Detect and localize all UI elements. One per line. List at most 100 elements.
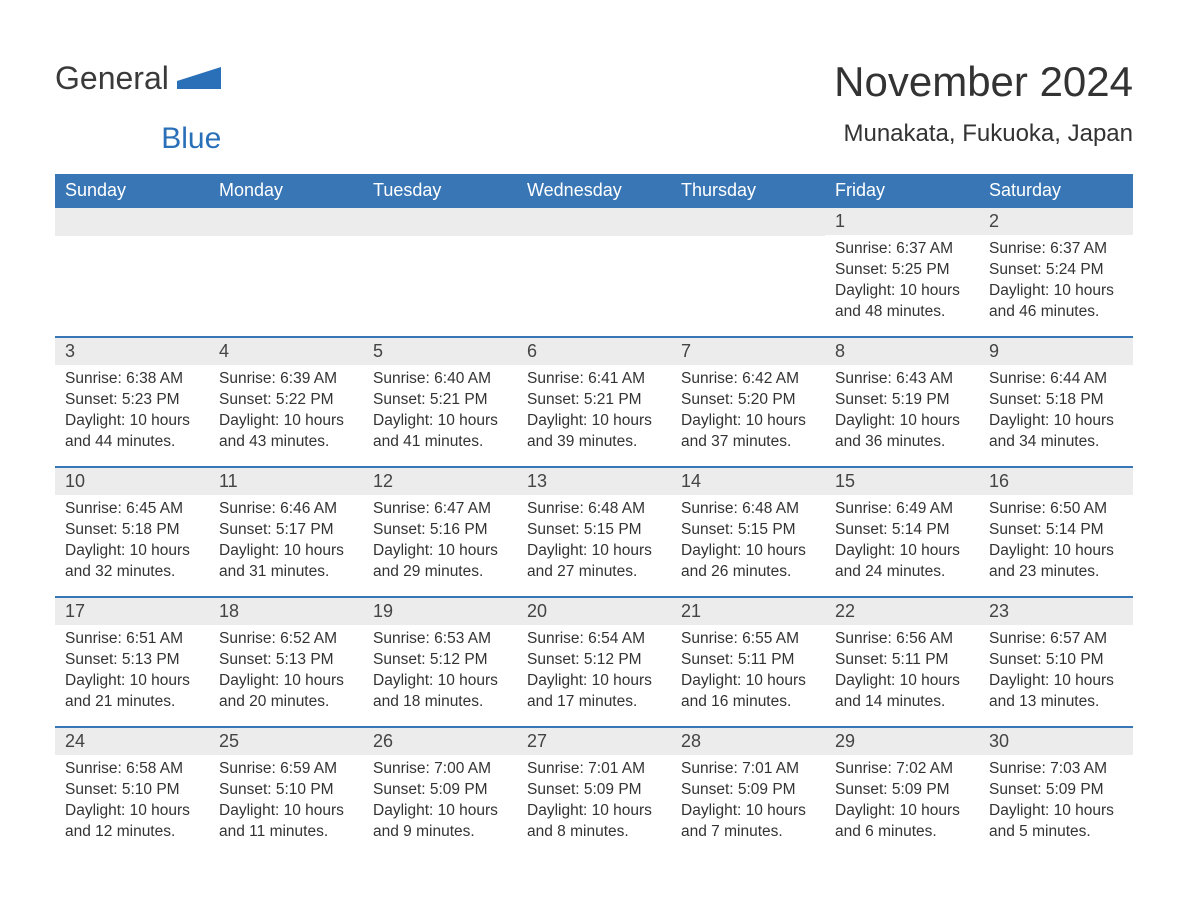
day-sunrise-text: Sunrise: 7:02 AM (835, 759, 969, 780)
day-daylight1-text: Daylight: 10 hours (219, 671, 353, 692)
day-body: Sunrise: 6:44 AMSunset: 5:18 PMDaylight:… (979, 365, 1133, 463)
day-body: Sunrise: 6:56 AMSunset: 5:11 PMDaylight:… (825, 625, 979, 723)
day-number: 11 (209, 468, 363, 495)
day-sunset-text: Sunset: 5:21 PM (373, 390, 507, 411)
day-cell: 16Sunrise: 6:50 AMSunset: 5:14 PMDayligh… (979, 468, 1133, 596)
day-cell: 12Sunrise: 6:47 AMSunset: 5:16 PMDayligh… (363, 468, 517, 596)
day-daylight2-text: and 14 minutes. (835, 692, 969, 713)
day-cell: 3Sunrise: 6:38 AMSunset: 5:23 PMDaylight… (55, 338, 209, 466)
day-number: . (671, 208, 825, 236)
day-body: Sunrise: 7:00 AMSunset: 5:09 PMDaylight:… (363, 755, 517, 853)
day-daylight1-text: Daylight: 10 hours (373, 541, 507, 562)
day-number: 2 (979, 208, 1133, 235)
day-daylight2-text: and 39 minutes. (527, 432, 661, 453)
day-daylight2-text: and 29 minutes. (373, 562, 507, 583)
day-number: 5 (363, 338, 517, 365)
day-sunrise-text: Sunrise: 6:56 AM (835, 629, 969, 650)
day-cell: 28Sunrise: 7:01 AMSunset: 5:09 PMDayligh… (671, 728, 825, 856)
day-number: . (55, 208, 209, 236)
day-daylight1-text: Daylight: 10 hours (681, 411, 815, 432)
day-number: 12 (363, 468, 517, 495)
day-sunrise-text: Sunrise: 6:50 AM (989, 499, 1123, 520)
day-body: Sunrise: 6:42 AMSunset: 5:20 PMDaylight:… (671, 365, 825, 463)
day-number: . (209, 208, 363, 236)
weekday-header: Monday (209, 174, 363, 208)
day-number: 19 (363, 598, 517, 625)
day-body: Sunrise: 6:51 AMSunset: 5:13 PMDaylight:… (55, 625, 209, 723)
day-daylight1-text: Daylight: 10 hours (373, 801, 507, 822)
day-daylight1-text: Daylight: 10 hours (681, 541, 815, 562)
day-sunrise-text: Sunrise: 6:41 AM (527, 369, 661, 390)
day-daylight1-text: Daylight: 10 hours (65, 541, 199, 562)
day-number: 18 (209, 598, 363, 625)
day-sunrise-text: Sunrise: 6:52 AM (219, 629, 353, 650)
day-daylight1-text: Daylight: 10 hours (681, 801, 815, 822)
day-body: Sunrise: 6:45 AMSunset: 5:18 PMDaylight:… (55, 495, 209, 593)
day-cell: 11Sunrise: 6:46 AMSunset: 5:17 PMDayligh… (209, 468, 363, 596)
day-daylight1-text: Daylight: 10 hours (373, 411, 507, 432)
day-daylight1-text: Daylight: 10 hours (527, 541, 661, 562)
day-sunrise-text: Sunrise: 6:48 AM (681, 499, 815, 520)
day-sunset-text: Sunset: 5:12 PM (527, 650, 661, 671)
logo-word-1: General (55, 60, 169, 96)
day-daylight2-text: and 44 minutes. (65, 432, 199, 453)
day-number: 15 (825, 468, 979, 495)
day-sunrise-text: Sunrise: 6:55 AM (681, 629, 815, 650)
day-sunrise-text: Sunrise: 7:03 AM (989, 759, 1123, 780)
weekday-header: Saturday (979, 174, 1133, 208)
day-daylight2-text: and 9 minutes. (373, 822, 507, 843)
day-sunrise-text: Sunrise: 7:00 AM (373, 759, 507, 780)
day-sunrise-text: Sunrise: 6:53 AM (373, 629, 507, 650)
day-daylight1-text: Daylight: 10 hours (65, 671, 199, 692)
location-subtitle: Munakata, Fukuoka, Japan (834, 120, 1133, 148)
day-sunset-text: Sunset: 5:11 PM (681, 650, 815, 671)
day-sunset-text: Sunset: 5:19 PM (835, 390, 969, 411)
day-body: Sunrise: 6:43 AMSunset: 5:19 PMDaylight:… (825, 365, 979, 463)
day-sunset-text: Sunset: 5:21 PM (527, 390, 661, 411)
day-daylight1-text: Daylight: 10 hours (681, 671, 815, 692)
day-daylight2-text: and 12 minutes. (65, 822, 199, 843)
day-sunset-text: Sunset: 5:09 PM (989, 780, 1123, 801)
day-daylight2-text: and 41 minutes. (373, 432, 507, 453)
day-cell: 15Sunrise: 6:49 AMSunset: 5:14 PMDayligh… (825, 468, 979, 596)
day-daylight2-text: and 20 minutes. (219, 692, 353, 713)
day-body: Sunrise: 6:39 AMSunset: 5:22 PMDaylight:… (209, 365, 363, 463)
day-daylight2-text: and 32 minutes. (65, 562, 199, 583)
day-sunrise-text: Sunrise: 6:37 AM (989, 239, 1123, 260)
day-cell: 4Sunrise: 6:39 AMSunset: 5:22 PMDaylight… (209, 338, 363, 466)
day-number: 9 (979, 338, 1133, 365)
day-sunset-text: Sunset: 5:20 PM (681, 390, 815, 411)
day-sunset-text: Sunset: 5:22 PM (219, 390, 353, 411)
day-body: Sunrise: 6:37 AMSunset: 5:25 PMDaylight:… (825, 235, 979, 333)
day-sunrise-text: Sunrise: 6:49 AM (835, 499, 969, 520)
day-number: 3 (55, 338, 209, 365)
day-sunset-text: Sunset: 5:13 PM (65, 650, 199, 671)
month-title: November 2024 (834, 58, 1133, 106)
day-sunrise-text: Sunrise: 6:44 AM (989, 369, 1123, 390)
day-sunrise-text: Sunrise: 6:54 AM (527, 629, 661, 650)
day-daylight1-text: Daylight: 10 hours (373, 671, 507, 692)
day-daylight2-text: and 5 minutes. (989, 822, 1123, 843)
day-daylight2-text: and 43 minutes. (219, 432, 353, 453)
day-sunset-text: Sunset: 5:10 PM (219, 780, 353, 801)
logo-word-2: Blue (33, 122, 221, 156)
day-body: Sunrise: 6:38 AMSunset: 5:23 PMDaylight:… (55, 365, 209, 463)
day-number: 29 (825, 728, 979, 755)
day-cell: 19Sunrise: 6:53 AMSunset: 5:12 PMDayligh… (363, 598, 517, 726)
day-cell: . (517, 208, 671, 336)
logo-text-block: General Blue (55, 60, 221, 156)
day-cell: 23Sunrise: 6:57 AMSunset: 5:10 PMDayligh… (979, 598, 1133, 726)
day-cell: . (55, 208, 209, 336)
day-sunset-text: Sunset: 5:11 PM (835, 650, 969, 671)
day-number: 30 (979, 728, 1133, 755)
day-number: . (363, 208, 517, 236)
day-sunrise-text: Sunrise: 6:59 AM (219, 759, 353, 780)
day-sunset-text: Sunset: 5:15 PM (681, 520, 815, 541)
day-daylight2-text: and 7 minutes. (681, 822, 815, 843)
day-cell: 24Sunrise: 6:58 AMSunset: 5:10 PMDayligh… (55, 728, 209, 856)
day-daylight2-text: and 37 minutes. (681, 432, 815, 453)
day-sunset-text: Sunset: 5:14 PM (835, 520, 969, 541)
day-sunrise-text: Sunrise: 7:01 AM (527, 759, 661, 780)
day-number: 25 (209, 728, 363, 755)
day-number: 13 (517, 468, 671, 495)
